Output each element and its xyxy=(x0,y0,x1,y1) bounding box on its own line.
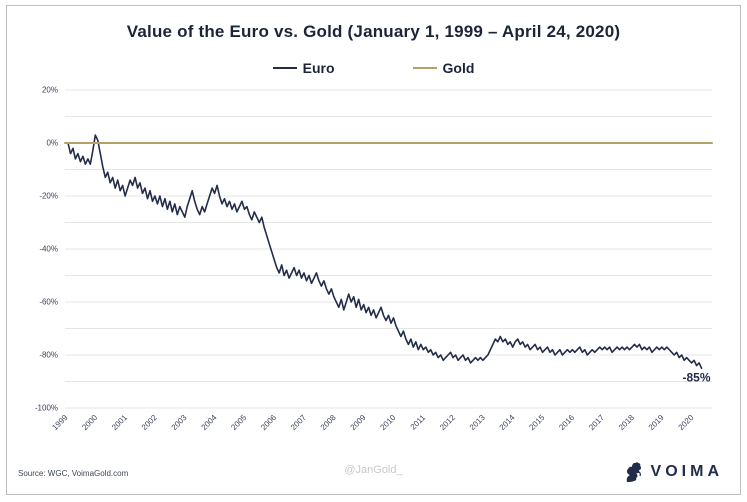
x-tick-label: 2015 xyxy=(527,413,546,432)
x-tick-label: 2010 xyxy=(378,413,397,432)
y-tick-label: -60% xyxy=(39,298,58,307)
x-tick-label: 2020 xyxy=(677,413,696,432)
x-tick-label: 2019 xyxy=(647,413,666,432)
chart-title: Value of the Euro vs. Gold (January 1, 1… xyxy=(126,22,621,41)
x-tick-label: 2003 xyxy=(170,413,189,432)
voima-lion-icon xyxy=(626,462,641,482)
y-tick-label: -40% xyxy=(39,245,58,254)
x-tick-label: 2011 xyxy=(409,413,428,432)
series-lines xyxy=(64,134,713,370)
watermark-text: @JanGold_ xyxy=(344,464,403,476)
x-tick-label: 2002 xyxy=(140,413,159,432)
x-tick-label: 2014 xyxy=(498,413,517,432)
annotations: -85% xyxy=(682,371,710,385)
x-tick-label: 2013 xyxy=(468,413,487,432)
x-tick-label: 2018 xyxy=(617,413,636,432)
gridlines xyxy=(65,89,712,409)
x-tick-label: 2017 xyxy=(587,413,606,432)
y-axis-labels: 20% 0% -20% -40% -60% -80% -100% xyxy=(35,86,58,413)
x-tick-label: 2012 xyxy=(438,413,457,432)
y-tick-label: -100% xyxy=(35,404,58,413)
x-tick-label: 2000 xyxy=(80,413,99,432)
x-tick-label: 2001 xyxy=(110,413,129,432)
x-tick-label: 2007 xyxy=(289,413,308,432)
x-tick-label: 2006 xyxy=(259,413,278,432)
legend-label-euro: Euro xyxy=(302,60,335,76)
end-value-annotation: -85% xyxy=(682,371,710,385)
legend-label-gold: Gold xyxy=(442,60,475,76)
y-tick-label: 20% xyxy=(42,86,58,95)
x-axis-labels: 1999 2000 2001 2002 2003 2004 2005 2006 2007 2008… xyxy=(50,413,695,432)
x-tick-label: 2016 xyxy=(557,413,576,432)
y-tick-label: -80% xyxy=(39,351,58,360)
x-tick-label: 1999 xyxy=(50,413,69,432)
x-tick-label: 2008 xyxy=(319,413,338,432)
legend-item-euro: Euro xyxy=(272,60,335,76)
y-tick-label: -20% xyxy=(39,192,58,201)
y-tick-label: 0% xyxy=(46,139,58,148)
source-text: Source: WGC, VoimaGold.com xyxy=(18,469,129,478)
brand-wordmark: VOIMA xyxy=(650,463,723,480)
euro-line-swatch xyxy=(272,67,297,69)
legend: Euro Gold xyxy=(0,60,747,76)
x-tick-label: 2009 xyxy=(349,413,368,432)
x-tick-label: 2005 xyxy=(229,413,248,432)
gold-line-swatch xyxy=(412,67,437,69)
voima-logo: VOIMA xyxy=(623,461,723,483)
x-tick-label: 2004 xyxy=(200,413,219,432)
euro-line xyxy=(67,134,703,370)
legend-item-gold: Gold xyxy=(412,60,475,76)
